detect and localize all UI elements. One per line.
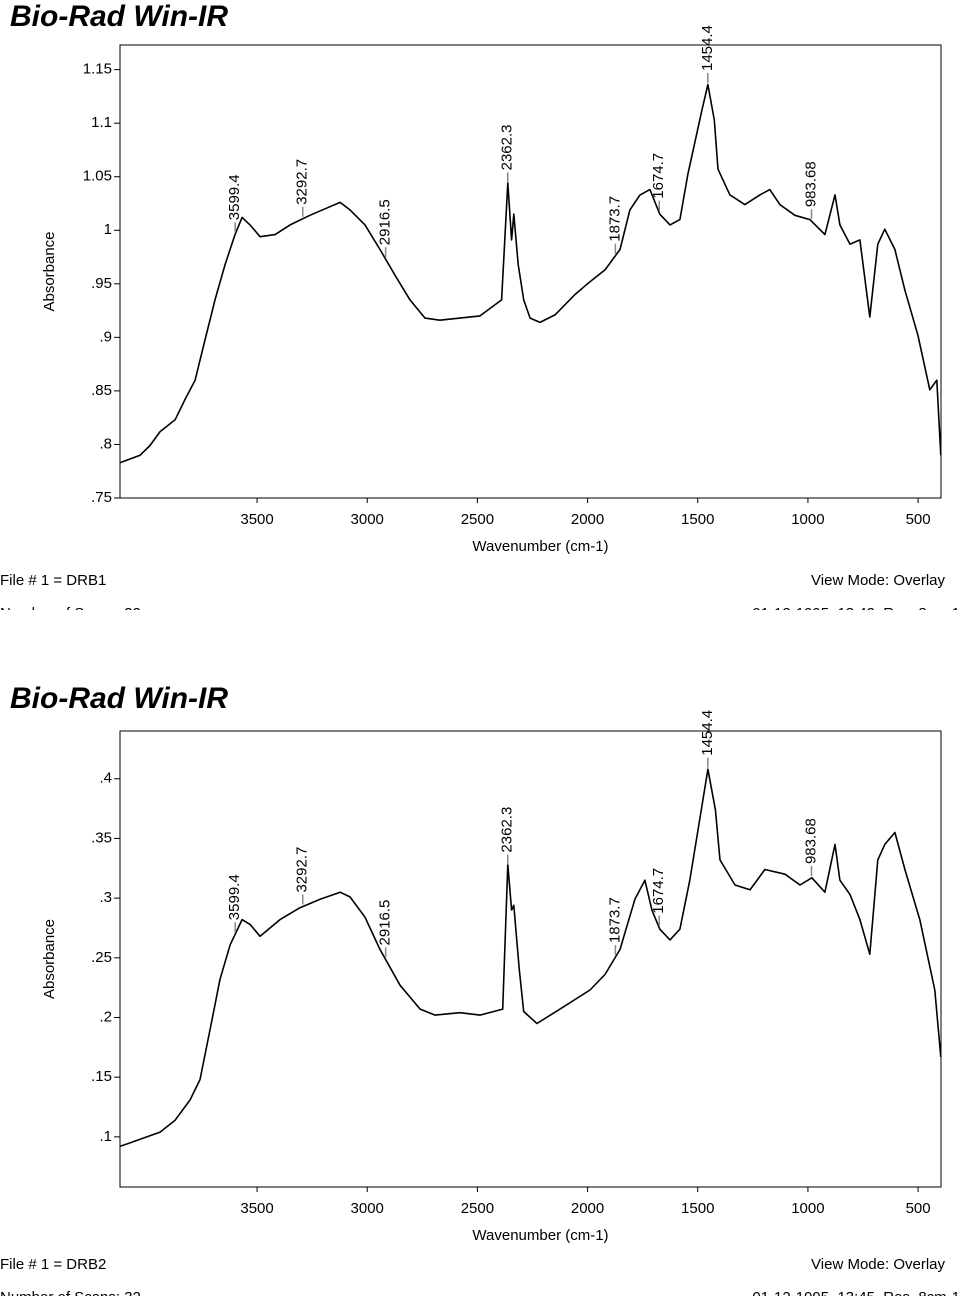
y-tick-label: .1 (99, 1128, 112, 1145)
y-tick-label: 1.05 (83, 168, 112, 185)
spectrum-line (119, 768, 942, 1148)
y-tick-label: .25 (91, 949, 112, 966)
footer-file: File # 1 = DRB2 (0, 1256, 106, 1273)
y-tick-label: .8 (99, 435, 112, 452)
y-tick-label: .85 (91, 382, 112, 399)
footer-date: 01-12-1995, 13:45, Res. 8cm-1 (752, 1289, 960, 1296)
peak-label: 1674.7 (650, 868, 667, 914)
x-tick-label: 1500 (681, 1200, 714, 1217)
spectrum-line (119, 83, 942, 464)
y-tick-label: .35 (91, 829, 112, 846)
footer-view-mode: View Mode: Overlay (811, 1256, 945, 1273)
footer-scans: Number of Scans: 32 (0, 1289, 141, 1296)
peak-label: 1873.7 (606, 196, 623, 242)
x-axis-label: Wavenumber (cm-1) (472, 1227, 608, 1244)
peak-label: 983.68 (802, 161, 819, 207)
chart-title: Bio-Rad Win-IR (10, 682, 228, 715)
x-tick-label: 1000 (791, 1200, 824, 1217)
chart-title: Bio-Rad Win-IR (10, 0, 228, 33)
x-tick-label: 500 (906, 1200, 931, 1217)
y-axis-label: Absorbance (41, 231, 58, 311)
peak-label: 3599.4 (226, 874, 243, 920)
x-tick-label: 1500 (681, 511, 714, 528)
peak-label: 983.68 (802, 818, 819, 864)
peak-label: 2362.3 (499, 807, 516, 853)
y-tick-label: .9 (99, 328, 112, 345)
chart: Bio-Rad Win-IR 1.15 1.1 1.05 1 .95 .9 .85 .8 .75 3… (0, 0, 960, 622)
peak-label: 1454.4 (699, 25, 716, 71)
x-tick-label: 3000 (351, 511, 384, 528)
peak-label: 3292.7 (294, 159, 311, 205)
x-tick-label: 3000 (351, 1200, 384, 1217)
x-tick-label: 2000 (571, 1200, 604, 1217)
y-tick-label: .2 (99, 1008, 112, 1025)
peak-label: 2916.5 (377, 199, 394, 245)
peak-label: 1873.7 (606, 897, 623, 943)
peak-label: 1674.7 (650, 153, 667, 199)
y-axis-label: Absorbance (41, 919, 58, 999)
footer-file: File # 1 = DRB1 (0, 572, 106, 589)
x-tick-label: 1000 (791, 511, 824, 528)
plot-frame (119, 730, 942, 1188)
peak-label: 3292.7 (294, 847, 311, 893)
y-tick-label: .15 (91, 1068, 112, 1085)
x-tick-label: 2500 (461, 1200, 494, 1217)
peak-label: 2362.3 (499, 125, 516, 171)
y-tick-label: 1.1 (91, 114, 112, 131)
x-tick-label: 2500 (461, 511, 494, 528)
y-tick-label: .4 (99, 770, 112, 787)
x-tick-label: 3500 (240, 1200, 273, 1217)
y-tick-label: 1.15 (83, 61, 112, 78)
peak-label: 3599.4 (226, 174, 243, 220)
y-tick-label: .95 (91, 275, 112, 292)
peak-label: 1454.4 (699, 710, 716, 756)
peak-label: 2916.5 (377, 900, 394, 946)
plot-frame (119, 44, 942, 499)
x-tick-label: 500 (906, 511, 931, 528)
y-tick-label: .3 (99, 889, 112, 906)
footer-scans: Number of Scans: 32 (0, 605, 141, 622)
x-tick-label: 2000 (571, 511, 604, 528)
footer-date: 01-12-1995, 13:42, Res. 8cm-1 (752, 605, 960, 622)
chart: Bio-Rad Win-IR .4 .35 .3 .25 .2 .15 .1 3500 3000 2… (0, 682, 960, 1296)
y-tick-label: .75 (91, 489, 112, 506)
x-tick-label: 3500 (240, 511, 273, 528)
x-axis-label: Wavenumber (cm-1) (472, 538, 608, 555)
y-tick-label: 1 (104, 221, 112, 238)
footer-view-mode: View Mode: Overlay (811, 572, 945, 589)
